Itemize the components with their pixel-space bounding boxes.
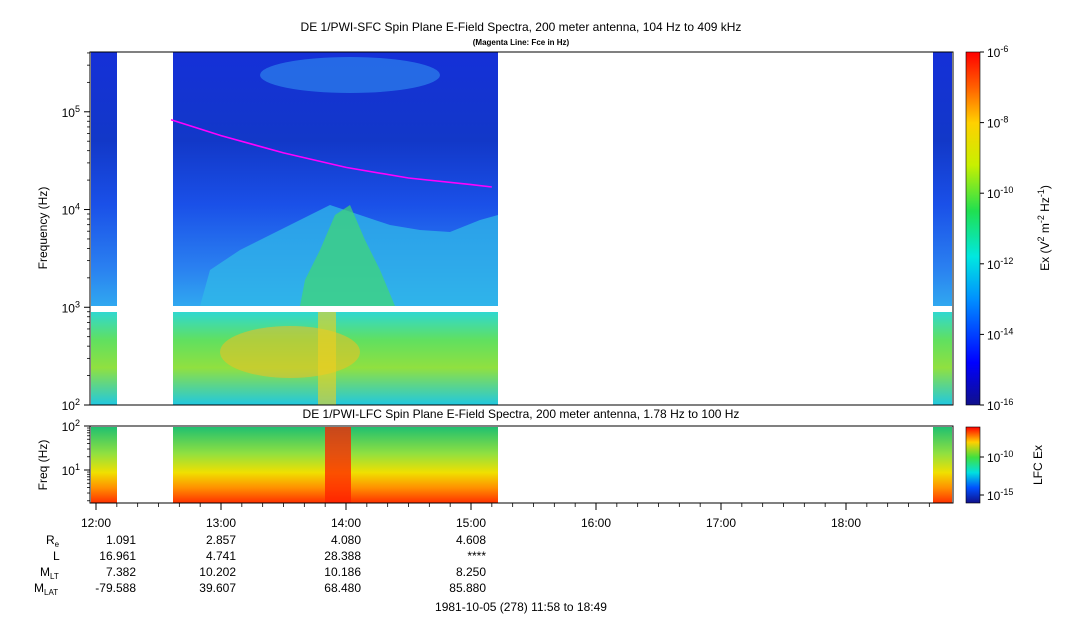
sfc-subtitle: (Magenta Line: Fce in Hz) <box>473 38 570 47</box>
ephemeris-value: -79.588 <box>95 581 136 595</box>
lfc-y-ticks: 101 102 <box>62 418 90 502</box>
lfc-spectrogram <box>91 427 952 503</box>
ephemeris-value: 4.741 <box>206 549 236 563</box>
ephemeris-value: 4.080 <box>331 533 361 547</box>
sfc-emission-core <box>300 205 395 306</box>
lfc-colorbar-tick-label: 10-15 <box>987 487 1013 503</box>
sfc-y-tick-label: 103 <box>62 299 80 315</box>
x-tick-label: 14:00 <box>331 516 361 530</box>
ephemeris-value: 8.250 <box>456 565 486 579</box>
ephemeris-value: 7.382 <box>106 565 136 579</box>
ephemeris-value: 16.961 <box>99 549 136 563</box>
lfc-block-1 <box>91 427 117 503</box>
sfc-block-3-lower <box>933 312 952 405</box>
sfc-block-3-upper <box>933 52 952 306</box>
sfc-colorbar-tick-label: 10-16 <box>987 397 1013 413</box>
x-tick-label: 13:00 <box>206 516 236 530</box>
sfc-frame <box>89 51 954 406</box>
lfc-ylabel: Freq (Hz) <box>36 440 50 491</box>
ephemeris-value: 39.607 <box>199 581 236 595</box>
sfc-emission-spike <box>318 312 336 405</box>
x-axis-ticks: 12:00 13:00 14:00 15:00 16:00 17:00 18:00 <box>81 503 930 530</box>
sfc-colorbar-tick-label: 10-8 <box>987 115 1008 131</box>
fce-magenta-line <box>170 118 492 188</box>
sfc-colorbar-tick-label: 10-14 <box>987 326 1013 342</box>
lfc-emission-spike <box>325 427 351 503</box>
sfc-colorbar-tick-label: 10-6 <box>987 44 1008 60</box>
x-tick-label: 16:00 <box>581 516 611 530</box>
ephemeris-value: 4.608 <box>456 533 486 547</box>
ephemeris-value: 1.091 <box>106 533 136 547</box>
sfc-block-1-lower <box>91 312 117 405</box>
sfc-y-tick-label: 105 <box>62 104 80 120</box>
footer-time-range: 1981-10-05 (278) 11:58 to 18:49 <box>435 600 607 614</box>
sfc-y-tick-label: 104 <box>62 202 80 218</box>
sfc-title: DE 1/PWI-SFC Spin Plane E-Field Spectra,… <box>301 20 742 34</box>
ephemeris-value: 10.202 <box>199 565 236 579</box>
sfc-y-tick-label: 102 <box>62 397 80 413</box>
ephemeris-label: Re <box>46 533 60 549</box>
ephemeris-label: MLAT <box>34 581 58 597</box>
ephemeris-value: 28.388 <box>324 549 361 563</box>
sfc-upper-patch <box>260 57 440 93</box>
sfc-y-ticks: 102 103 104 105 <box>62 52 90 413</box>
sfc-colorbar-tick-label: 10-12 <box>987 256 1013 272</box>
sfc-block-1-upper <box>91 52 117 306</box>
sfc-colorbar-ticks: 10-6 10-8 10-10 10-12 10-14 10-16 <box>980 44 1013 413</box>
ephemeris-label: L <box>53 549 60 563</box>
sfc-colorbar <box>965 51 981 406</box>
lfc-colorbar-label: LFC Ex <box>1031 445 1045 485</box>
sfc-spectrogram <box>91 52 952 405</box>
x-tick-label: 12:00 <box>81 516 111 530</box>
x-tick-label: 18:00 <box>831 516 861 530</box>
lfc-y-tick-label: 101 <box>62 462 80 478</box>
lfc-block-3 <box>933 427 952 503</box>
ephemeris-value: **** <box>467 549 486 563</box>
lfc-y-tick-label: 102 <box>62 418 80 434</box>
lfc-colorbar-tick-label: 10-10 <box>987 449 1013 465</box>
lfc-colorbar <box>965 426 981 504</box>
ephemeris-value: 2.857 <box>206 533 236 547</box>
sfc-emission-hotspot <box>220 326 360 378</box>
ephemeris-label: MLT <box>40 565 59 581</box>
sfc-colorbar-tick-label: 10-10 <box>987 185 1013 201</box>
ephemeris-value: 85.880 <box>449 581 486 595</box>
x-tick-label: 15:00 <box>456 516 486 530</box>
x-tick-label: 17:00 <box>706 516 736 530</box>
ephemeris-value: 10.186 <box>324 565 361 579</box>
lfc-colorbar-ticks: 10-10 10-15 <box>980 449 1013 503</box>
ephemeris-value: 68.480 <box>324 581 361 595</box>
sfc-ylabel: Frequency (Hz) <box>36 187 50 270</box>
lfc-title: DE 1/PWI-LFC Spin Plane E-Field Spectra,… <box>303 407 740 421</box>
lfc-frame <box>89 425 954 504</box>
sfc-colorbar-label: Ex (V2 m-2 Hz-1) <box>1036 185 1052 271</box>
